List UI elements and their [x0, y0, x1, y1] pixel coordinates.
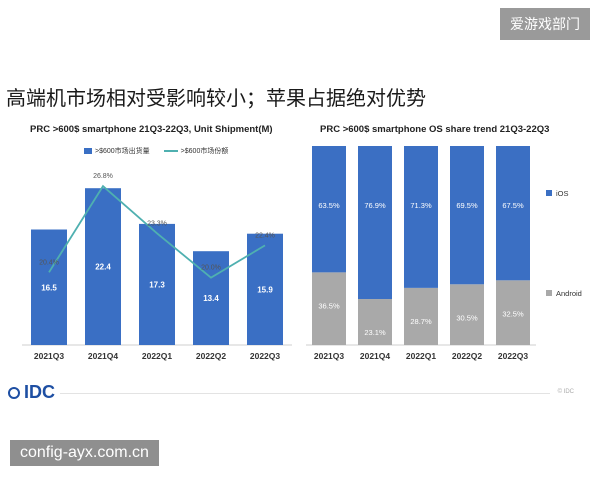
ios-share-label: 71.3%	[410, 201, 432, 210]
android-share-label: 32.5%	[502, 309, 524, 318]
x-tick-label: 2022Q2	[196, 351, 227, 361]
x-tick-label: 2022Q1	[142, 351, 173, 361]
legend-swatch-share	[163, 150, 178, 153]
android-bar	[404, 287, 438, 345]
legend-swatch-ios	[546, 190, 552, 196]
shipment-bar	[31, 229, 67, 345]
legend-item-share: >$600市场份额	[163, 146, 229, 156]
share-line	[48, 184, 266, 279]
shipment-bar-label: 17.3	[149, 280, 165, 289]
idc-logo: IDC	[8, 382, 55, 403]
ios-share-label: 67.5%	[502, 201, 524, 210]
x-tick-label: 2021Q3	[34, 351, 65, 361]
watermark: config-ayx.com.cn	[10, 440, 159, 466]
ios-bar	[312, 146, 346, 273]
android-share-label: 28.7%	[410, 317, 432, 326]
shipment-bar-label: 16.5	[41, 283, 57, 292]
shipment-bar	[85, 188, 121, 345]
idc-logo-icon	[8, 386, 20, 399]
shipment-bar-label: 13.4	[203, 294, 219, 303]
ios-bar	[358, 146, 392, 300]
android-bar	[312, 272, 346, 345]
x-tick-label: 2021Q4	[88, 351, 119, 361]
legend-swatch-android	[546, 290, 552, 296]
top-tag: 爱游戏部门	[500, 8, 590, 40]
page-title: 高端机市场相对受影响较小；苹果占据绝对优势	[6, 86, 426, 110]
ios-bar	[404, 146, 438, 288]
legend-label-share: >$600市场份额	[180, 148, 229, 155]
left-chart: 16.5 2021Q3 22.4 2021Q4 17.3 2022Q1 13.4 2022Q2…	[22, 173, 292, 361]
x-tick-label: 2022Q1	[406, 351, 437, 361]
share-label: 22.4%	[255, 232, 275, 239]
ios-share-label: 69.5%	[456, 201, 478, 210]
x-tick-label: 2022Q3	[250, 351, 281, 361]
android-share-label: 36.5%	[318, 301, 340, 310]
ios-bar	[496, 146, 530, 281]
ios-share-label: 63.5%	[318, 201, 340, 210]
share-label: 20.4%	[39, 259, 59, 266]
legend-label-shipment: >$600市场出货量	[95, 148, 150, 155]
footer-copyright: © IDC	[557, 389, 574, 395]
x-tick-label: 2021Q3	[314, 351, 345, 361]
ios-share-label: 76.9%	[364, 201, 386, 210]
idc-logo-text: IDC	[24, 382, 55, 402]
legend-label-android: Android	[556, 289, 582, 298]
ios-bar	[450, 146, 484, 285]
x-tick-label: 2022Q2	[452, 351, 483, 361]
share-label: 20.0%	[201, 265, 221, 272]
legend-item-shipment: >$600市场出货量	[84, 146, 150, 156]
legend-swatch-shipment	[84, 148, 92, 155]
shipment-bar-label: 15.9	[257, 285, 273, 294]
share-label: 26.8%	[93, 173, 113, 180]
right-chart-title: PRC >600$ smartphone OS share trend 21Q3…	[320, 124, 550, 135]
android-bar	[496, 280, 530, 345]
shipment-bar-label: 22.4	[95, 263, 111, 272]
android-bar	[450, 284, 484, 345]
android-bar	[358, 299, 392, 345]
left-chart-legend: >$600市场出货量 >$600市场份额	[84, 146, 228, 156]
android-share-label: 23.1%	[364, 328, 386, 337]
android-share-label: 30.5%	[456, 313, 478, 322]
x-tick-label: 2021Q4	[360, 351, 391, 361]
legend-label-ios: iOS	[556, 189, 569, 198]
left-chart-title: PRC >600$ smartphone 21Q3-22Q3, Unit Shi…	[30, 124, 273, 135]
x-tick-label: 2022Q3	[498, 351, 529, 361]
footer-divider	[60, 393, 550, 394]
share-label: 23.3%	[147, 220, 167, 227]
right-chart: 63.5% 36.5% 2021Q3 76.9% 23.1% 2021Q4 71.3% 28.…	[306, 146, 582, 361]
